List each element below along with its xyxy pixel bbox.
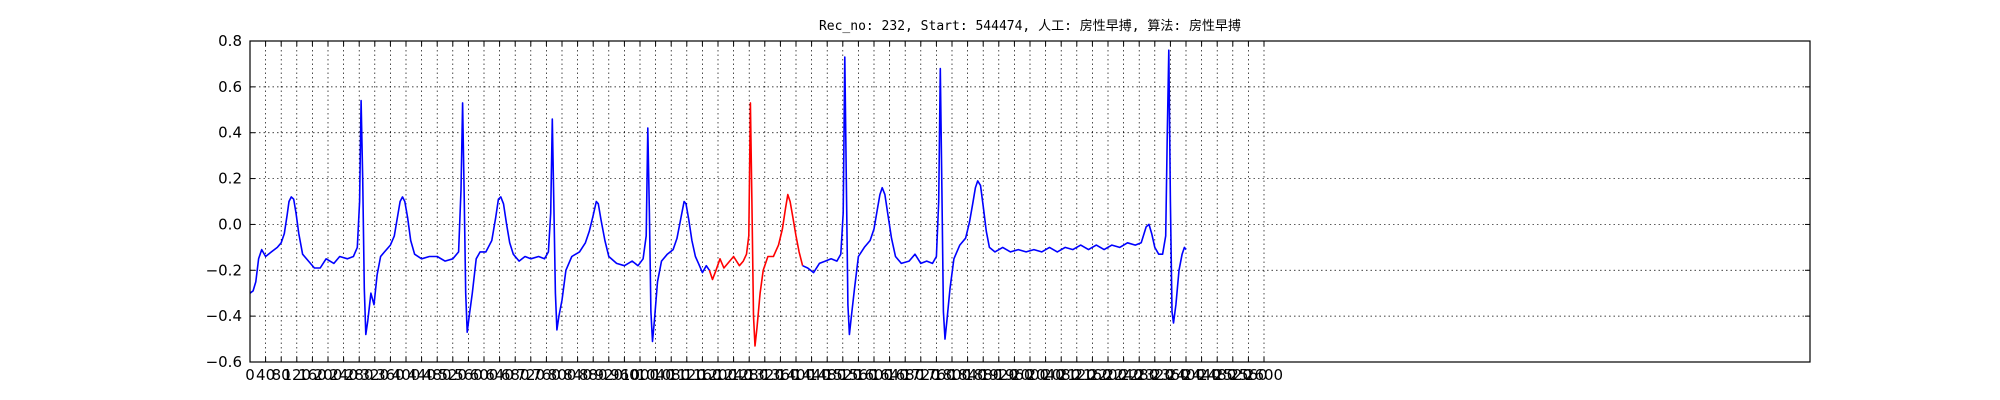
x-tick-label: 120 [282,366,311,384]
x-tick-label: 360 [376,366,405,384]
x-tick-label: 760 [532,366,561,384]
x-tick-label: 1560 [839,366,877,384]
x-tick-label: 1720 [902,366,940,384]
y-tick-label: 0.8 [218,32,242,50]
x-tick-label: 1440 [793,366,831,384]
x-tick-label: 1760 [917,366,955,384]
x-tick-label: 240 [329,366,358,384]
y-tick-label: −0.6 [206,353,242,371]
x-tick-label: 640 [485,366,514,384]
y-tick-label: −0.4 [206,307,242,325]
y-tick-label: 0.0 [218,215,242,233]
axis-ticks [249,40,1810,363]
x-tick-label: 1840 [949,366,987,384]
x-tick-label: 1280 [730,366,768,384]
x-tick-label: 880 [579,366,608,384]
x-tick-label: 2320 [1136,366,1174,384]
x-tick-label: 2520 [1214,366,1252,384]
x-tick-label: 1360 [761,366,799,384]
y-tick-label: 0.4 [218,124,242,142]
x-tick-label: 40 [256,366,275,384]
y-tick-label: −0.2 [206,261,242,279]
x-tick-label: 1040 [637,366,675,384]
x-tick-label: 1200 [699,366,737,384]
x-tick-label: 840 [563,366,592,384]
x-tick-label: 1080 [652,366,690,384]
x-tick-label: 1880 [964,366,1002,384]
x-tick-label: 1520 [824,366,862,384]
ecg-segment [249,99,711,343]
x-tick-label: 320 [360,366,389,384]
x-tick-label: 680 [501,366,530,384]
x-tick-label: 2120 [1058,366,1096,384]
plot-frame [249,40,1811,363]
y-tick-label: 0.6 [218,78,242,96]
x-tick-label: 2200 [1089,366,1127,384]
x-tick-label: 0 [245,366,255,384]
x-tick-label: 2240 [1105,366,1143,384]
x-tick-label: 400 [392,366,421,384]
x-tick-label: 80 [272,366,291,384]
ecg-series [249,49,1187,347]
x-tick-label: 2080 [1042,366,1080,384]
x-tick-label: 2600 [1245,366,1283,384]
x-axis-tick-labels: 0 408012016020024028032036040044048052056… [245,366,1283,384]
x-tick-label: 1640 [871,366,909,384]
x-tick-label: 1320 [746,366,784,384]
x-tick-label: 1680 [886,366,924,384]
chart-title: Rec_no: 232, Start: 544474, 人工: 房性早搏, 算法… [819,18,1241,34]
x-tick-label: 1920 [980,366,1018,384]
x-tick-label: 1240 [715,366,753,384]
x-tick-label: 2560 [1229,366,1267,384]
x-tick-label: 720 [516,366,545,384]
x-tick-label: 2160 [1073,366,1111,384]
x-tick-label: 160 [298,366,327,384]
x-tick-label: 440 [407,366,436,384]
x-tick-label: 1600 [855,366,893,384]
y-tick-label: 0.2 [218,170,242,188]
x-tick-label: 800 [548,366,577,384]
x-tick-label: 560 [454,366,483,384]
x-tick-label: 1480 [808,366,846,384]
x-tick-label: 200 [314,366,343,384]
x-tick-label: 520 [438,366,467,384]
x-tick-label: 2040 [1027,366,1065,384]
x-tick-label: 280 [345,366,374,384]
x-tick-label: 2440 [1183,366,1221,384]
x-tick-label: 1960 [995,366,1033,384]
y-axis-tick-labels: −0.6 −0.4 −0.2 0.0 0.2 0.4 0.6 0.8 [206,32,242,371]
x-tick-label: 2280 [1120,366,1158,384]
x-tick-label: 1000 [621,366,659,384]
x-tick-label: 960 [610,366,639,384]
ecg-segment [802,49,1187,340]
x-tick-label: 480 [423,366,452,384]
ecg-segment-highlight [708,102,804,347]
x-tick-label: 1400 [777,366,815,384]
x-tick-label: 2480 [1198,366,1236,384]
x-tick-label: 1120 [668,366,706,384]
x-tick-label: 1160 [683,366,721,384]
x-tick-label: 2400 [1167,366,1205,384]
x-tick-label: 2360 [1151,366,1189,384]
x-tick-label: 1800 [933,366,971,384]
x-tick-label: 920 [594,366,623,384]
x-tick-label: 2000 [1011,366,1049,384]
x-tick-label: 600 [470,366,499,384]
grid [250,41,1810,362]
